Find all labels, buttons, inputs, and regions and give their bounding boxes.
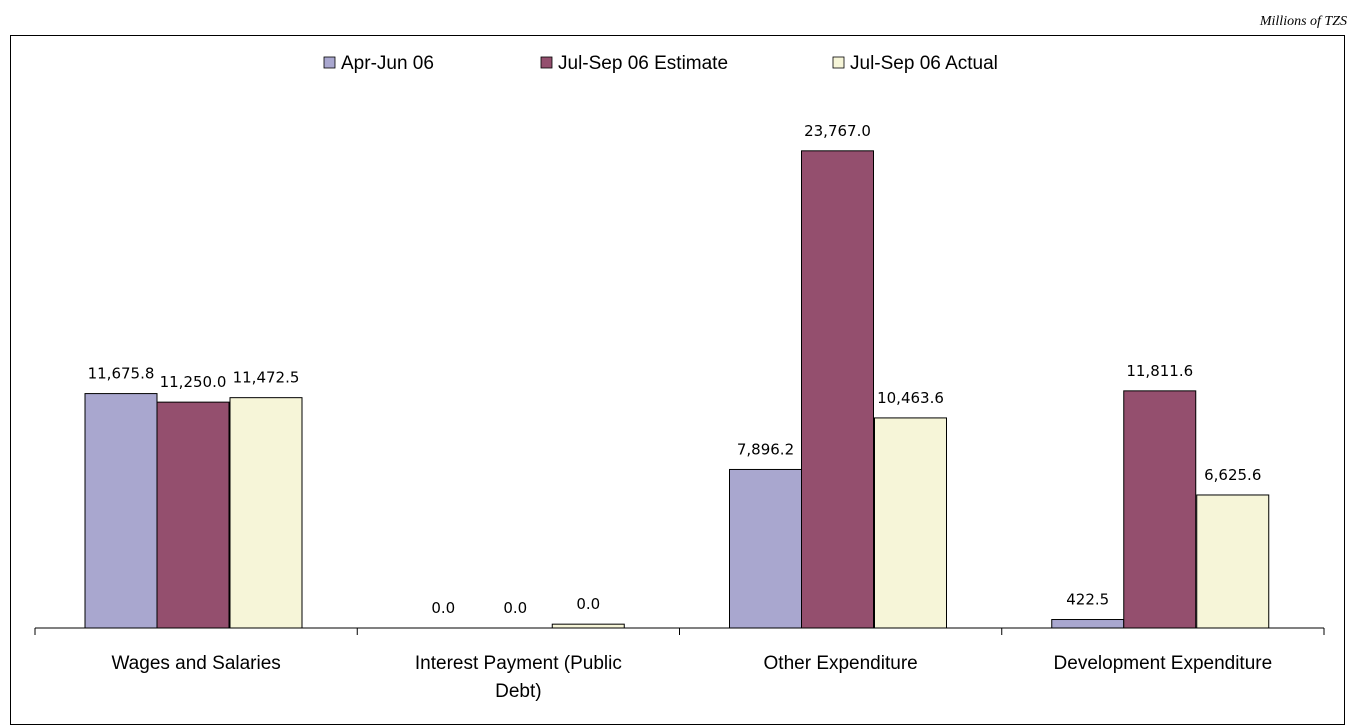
data-label-0-0: 11,675.8 [88, 365, 155, 383]
bar-1-0 [156, 401, 230, 629]
category-label-3: Development Expenditure [1054, 653, 1273, 674]
data-label-2-1: 0.0 [576, 595, 600, 613]
bar-0-3 [1051, 619, 1125, 629]
data-label-2-0: 11,472.5 [233, 369, 300, 387]
bar-2-1 [551, 623, 625, 629]
bar-0-0 [84, 393, 158, 629]
bar-2-3 [1196, 494, 1270, 629]
legend-swatch-2 [832, 56, 845, 69]
data-label-2-2: 10,463.6 [877, 389, 944, 407]
data-label-1-3: 11,811.6 [1126, 362, 1193, 380]
legend-swatch-0 [323, 56, 336, 69]
data-label-1-1: 0.0 [503, 599, 527, 617]
bar-chart: Apr-Jun 06 Jul-Sep 06 Estimate Jul-Sep 06 … [34, 53, 1325, 702]
data-label-0-2: 7,896.2 [737, 440, 794, 458]
bar-1-2 [801, 150, 874, 629]
data-label-2-3: 6,625.6 [1204, 466, 1261, 484]
bar-2-2 [874, 417, 947, 629]
data-label-0-3: 422.5 [1066, 591, 1109, 609]
bar-0-2 [729, 468, 802, 629]
data-label-1-2: 23,767.0 [804, 122, 871, 140]
legend-label-2: Jul-Sep 06 Actual [850, 53, 998, 74]
category-label-1-1: Debt) [495, 681, 541, 702]
legend-label-0: Apr-Jun 06 [341, 53, 434, 74]
data-label-0-1: 0.0 [431, 599, 455, 617]
unit-label: Millions of TZS [1259, 14, 1347, 29]
category-label-2: Other Expenditure [764, 653, 918, 674]
chart-frame: Apr-Jun 06 Jul-Sep 06 Estimate Jul-Sep 06 … [10, 35, 1345, 725]
category-label-0: Wages and Salaries [111, 653, 280, 674]
legend-swatch-1 [540, 56, 553, 69]
data-label-1-0: 11,250.0 [160, 373, 227, 391]
category-label-1-0: Interest Payment (Public [415, 653, 622, 674]
bar-2-0 [229, 397, 303, 629]
bar-1-3 [1123, 390, 1197, 629]
legend-label-1: Jul-Sep 06 Estimate [558, 53, 728, 74]
